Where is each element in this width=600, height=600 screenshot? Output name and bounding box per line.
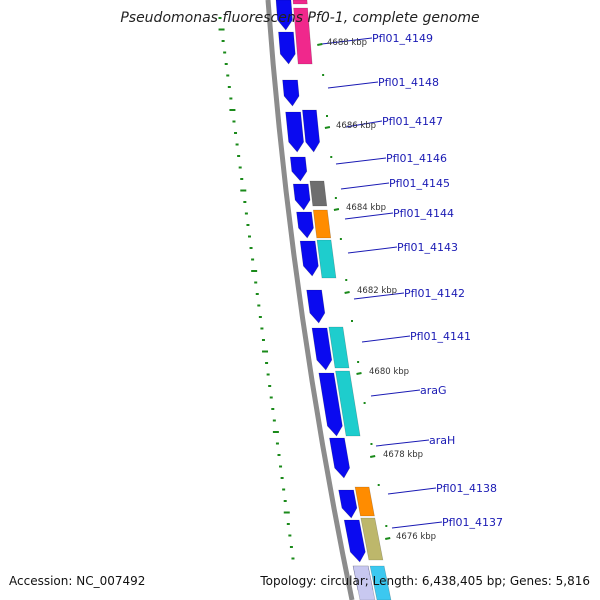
cog-block [293, 7, 313, 65]
gene-label: Pfl01_4142 [404, 287, 465, 300]
cds-arrow [296, 211, 314, 239]
cog-block [316, 239, 337, 279]
gene-label-leader [335, 157, 387, 165]
cds-arrow [343, 519, 366, 563]
kbp-tick [369, 455, 376, 458]
gene-label: Pfl01_4145 [389, 177, 450, 190]
cds-arrow [282, 79, 300, 107]
cog-block [302, 109, 320, 153]
backbone-line [265, 0, 355, 600]
kbp-marker-label: 4676 kbp [396, 532, 436, 542]
cog-block [369, 565, 392, 600]
kbp-tick [385, 537, 391, 540]
kbp-tick [317, 43, 323, 46]
gene-label-leader [345, 120, 383, 128]
cds-arrow [306, 289, 326, 324]
cds-arrow [311, 327, 333, 371]
gene-label-leader [387, 487, 437, 495]
cds-arrow [278, 31, 296, 65]
gene-label: Pfl01_4146 [386, 152, 447, 165]
kbp-tick [356, 372, 362, 375]
gene-label: Pfl01_4147 [382, 115, 443, 128]
gene-label-leader [321, 37, 373, 45]
cds-arrow [329, 437, 350, 479]
cog-block [309, 180, 328, 207]
cog-block [328, 326, 350, 369]
cds-arrow [289, 156, 308, 182]
gene-label-leader [347, 246, 398, 254]
gene-label-leader [361, 335, 411, 343]
gene-label-leader [340, 182, 390, 190]
gene-label-leader [344, 212, 394, 220]
gene-label-leader [353, 292, 405, 300]
kbp-marker-label: 4678 kbp [383, 450, 423, 460]
cds-arrow [318, 372, 343, 437]
gene-label: Pfl01_4137 [442, 516, 503, 529]
kbp-marker-label: 4684 kbp [346, 203, 386, 213]
gene-label-leader [370, 389, 421, 397]
kbp-tick [324, 126, 331, 129]
gene-label: araG [420, 384, 447, 397]
cds-arrow [352, 565, 376, 600]
cog-block [335, 370, 361, 437]
genome-summary: Topology: circular; Length: 6,438,405 bp… [260, 574, 590, 588]
gene-label: Pfl01_4148 [378, 76, 439, 89]
cog-block [292, 0, 308, 5]
accession-label: Accession: NC_007492 [9, 574, 146, 588]
cds-arrow [275, 0, 293, 31]
gene-label: Pfl01_4138 [436, 482, 497, 495]
gene-label-leader [375, 439, 430, 447]
kbp-marker-label: 4680 kbp [369, 367, 409, 377]
cds-arrow [285, 111, 304, 153]
gene-label-leader [391, 521, 443, 529]
kbp-tick [344, 291, 350, 294]
gene-label: Pfl01_4143 [397, 241, 458, 254]
gene-label: araH [429, 434, 455, 447]
map-title: Pseudomonas fluorescens Pf0-1, complete … [120, 10, 480, 26]
gene-label: Pfl01_4141 [410, 330, 471, 343]
kbp-marker-label: 4682 kbp [357, 286, 397, 296]
kbp-marker-label: 4686 kbp [336, 121, 376, 131]
cog-block [360, 517, 384, 561]
gene-label-leader [327, 81, 379, 89]
cds-arrow [299, 240, 319, 277]
cog-block [312, 209, 332, 239]
kbp-marker-label: 4688 kbp [327, 38, 367, 48]
cds-arrow [292, 183, 311, 211]
gene-label: Pfl01_4144 [393, 207, 454, 220]
kbp-tick [333, 208, 340, 211]
gene-label: Pfl01_4149 [372, 32, 433, 45]
cog-block [354, 486, 375, 517]
cds-arrow [338, 489, 358, 519]
